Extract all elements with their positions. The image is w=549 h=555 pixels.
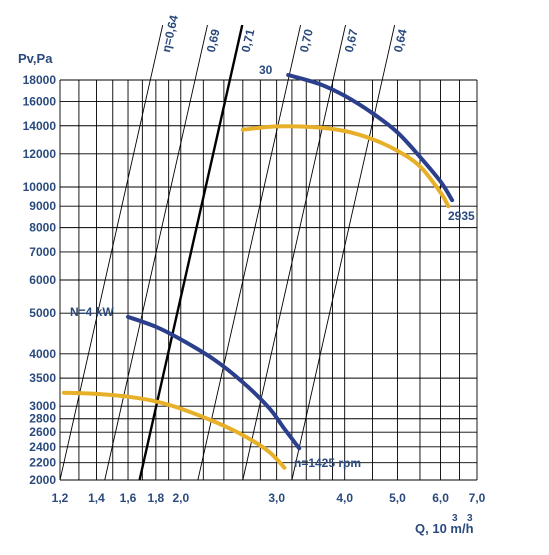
x-tick-label-3: 1,8 bbox=[148, 491, 165, 505]
x-axis-title: Q, 10 m/h bbox=[415, 521, 474, 536]
efficiency-label-1: 0,69 bbox=[204, 27, 223, 53]
y-tick-label-2: 2400 bbox=[29, 440, 56, 454]
x-tick-label-5: 3,0 bbox=[268, 491, 285, 505]
x-axis-title-superscript-1: 3 bbox=[452, 513, 458, 524]
efficiency-label-0: η=0,64 bbox=[159, 13, 181, 53]
annotation-power: N=4 kW bbox=[70, 305, 114, 319]
x-tick-label-2: 1,6 bbox=[120, 491, 137, 505]
efficiency-label-2: 0,71 bbox=[239, 27, 258, 53]
efficiency-label-4: 0,67 bbox=[342, 27, 361, 53]
y-tick-label-12: 9000 bbox=[29, 199, 56, 213]
efficiency-line-4 bbox=[242, 25, 346, 481]
annotation-top-speed-end: 2935 bbox=[448, 209, 475, 223]
efficiency-label-3: 0,70 bbox=[297, 27, 316, 53]
y-tick-label-13: 10000 bbox=[23, 180, 57, 194]
efficiency-line-0 bbox=[60, 25, 164, 481]
y-tick-label-17: 18000 bbox=[23, 73, 57, 87]
efficiency-line-5 bbox=[291, 25, 396, 481]
annotation-top-speed: 30 bbox=[259, 63, 273, 77]
y-axis-title: Pv,Pa bbox=[18, 51, 53, 66]
y-tick-label-5: 3000 bbox=[29, 399, 56, 413]
x-axis-title-superscript-2: 3 bbox=[467, 513, 473, 524]
y-tick-label-4: 2800 bbox=[29, 412, 56, 426]
efficiency-labels: η=0,64 0,69 0,71 0,70 0,67 0,64 bbox=[159, 13, 410, 53]
x-tick-label-0: 1,2 bbox=[52, 491, 69, 505]
y-tick-label-16: 16000 bbox=[23, 94, 57, 108]
x-tick-label-6: 4,0 bbox=[336, 491, 353, 505]
x-tick-label-4: 2,0 bbox=[172, 491, 189, 505]
y-tick-label-14: 12000 bbox=[23, 147, 57, 161]
series-3-power-curve bbox=[61, 390, 287, 470]
annotation-bottom-speed: n=1425 rpm bbox=[294, 456, 361, 470]
y-tick-label-9: 6000 bbox=[29, 273, 56, 287]
y-tick-label-8: 5000 bbox=[29, 306, 56, 320]
y-tick-label-3: 2600 bbox=[29, 425, 56, 439]
y-tick-label-10: 7000 bbox=[29, 245, 56, 259]
y-tick-label-15: 14000 bbox=[23, 119, 57, 133]
grid bbox=[59, 79, 478, 481]
efficiency-lines bbox=[60, 25, 396, 481]
efficiency-label-5: 0,64 bbox=[391, 27, 410, 53]
x-tick-label-8: 6,0 bbox=[432, 491, 449, 505]
y-tick-label-7: 4000 bbox=[29, 347, 56, 361]
efficiency-line-1 bbox=[104, 25, 208, 481]
y-tick-label-1: 2200 bbox=[29, 456, 56, 470]
x-tick-label-1: 1,4 bbox=[88, 491, 105, 505]
efficiency-line-2 bbox=[138, 25, 244, 481]
y-tick-label-11: 8000 bbox=[29, 221, 56, 235]
x-tick-label-7: 5,0 bbox=[389, 491, 406, 505]
series-1-power-curve bbox=[240, 124, 451, 209]
series bbox=[61, 73, 455, 470]
y-tick-label-6: 3500 bbox=[29, 371, 56, 385]
series-2-pressure-curve bbox=[126, 314, 302, 451]
series-0-pressure-curve bbox=[286, 73, 455, 203]
y-tick-label-0: 2000 bbox=[29, 473, 56, 487]
efficiency-line-3 bbox=[197, 25, 302, 481]
x-tick-label-9: 7,0 bbox=[469, 491, 486, 505]
